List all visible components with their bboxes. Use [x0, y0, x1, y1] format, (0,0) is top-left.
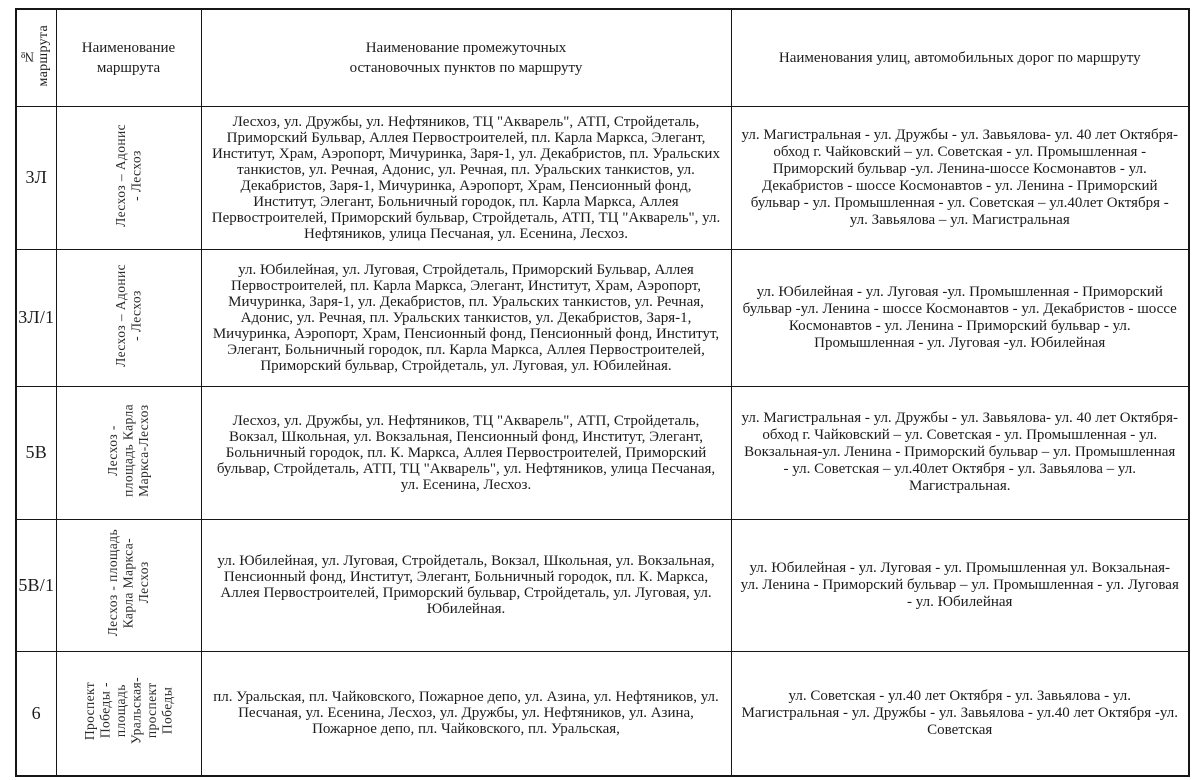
header-route-name: Наименование маршрута — [55, 8, 202, 107]
route-number: 3Л — [15, 105, 57, 250]
route-name: Лесхоз – Адонис - Лесхоз — [113, 123, 144, 227]
route-stops: ул. Юбилейная, ул. Луговая, Стройдеталь,… — [200, 518, 732, 652]
route-name-cell: Лесхоз - площадь Карла Маркса-Лесхоз — [55, 385, 202, 520]
route-number: 5В — [15, 385, 57, 520]
route-streets: ул. Юбилейная - ул. Луговая -ул. Промышл… — [730, 248, 1190, 387]
table-row: 6 Проспект Победы - площадь Уральская- п… — [15, 650, 1190, 777]
route-stops: пл. Уральская, пл. Чайковского, Пожарное… — [200, 650, 732, 777]
route-name-cell: Лесхоз – Адонис - Лесхоз — [55, 248, 202, 387]
table-row: 3Л Лесхоз – Адонис - Лесхоз Лесхоз, ул. … — [15, 105, 1190, 250]
route-name: Лесхоз - площадь Карла Маркса- Лесхоз — [105, 528, 152, 637]
header-streets: Наименования улиц, автомобильных дорог п… — [730, 8, 1190, 107]
route-name: Проспект Победы - площадь Уральская- про… — [82, 677, 175, 745]
route-stops: Лесхоз, ул. Дружбы, ул. Нефтяников, ТЦ "… — [200, 385, 732, 520]
header-stops: Наименование промежуточных остановочных … — [200, 8, 732, 107]
route-number: 5В/1 — [15, 518, 57, 652]
route-name-cell: Проспект Победы - площадь Уральская- про… — [55, 650, 202, 777]
header-route-number-label: № маршрута — [20, 24, 52, 86]
route-number: 6 — [15, 650, 57, 777]
route-stops: Лесхоз, ул. Дружбы, ул. Нефтяников, ТЦ "… — [200, 105, 732, 250]
route-name: Лесхоз - площадь Карла Маркса-Лесхоз — [105, 403, 152, 497]
route-stops: ул. Юбилейная, ул. Луговая, Стройдеталь,… — [200, 248, 732, 387]
route-streets: ул. Магистральная - ул. Дружбы - ул. Зав… — [730, 385, 1190, 520]
route-streets: ул. Магистральная - ул. Дружбы - ул. Зав… — [730, 105, 1190, 250]
route-name-cell: Лесхоз - площадь Карла Маркса- Лесхоз — [55, 518, 202, 652]
route-name: Лесхоз – Адонис - Лесхоз — [113, 263, 144, 367]
header-route-number: № маршрута — [15, 8, 57, 107]
table-row: 5В Лесхоз - площадь Карла Маркса-Лесхоз … — [15, 385, 1190, 520]
route-number: 3Л/1 — [15, 248, 57, 387]
route-streets: ул. Юбилейная - ул. Луговая - ул. Промыш… — [730, 518, 1190, 652]
header-row: № маршрута Наименование маршрута Наимено… — [15, 8, 1190, 107]
route-name-cell: Лесхоз – Адонис - Лесхоз — [55, 105, 202, 250]
route-streets: ул. Советская - ул.40 лет Октября - ул. … — [730, 650, 1190, 777]
routes-table: № маршрута Наименование маршрута Наимено… — [15, 8, 1190, 777]
table-row: 5В/1 Лесхоз - площадь Карла Маркса- Лесх… — [15, 518, 1190, 652]
table-row: 3Л/1 Лесхоз – Адонис - Лесхоз ул. Юбилей… — [15, 248, 1190, 387]
